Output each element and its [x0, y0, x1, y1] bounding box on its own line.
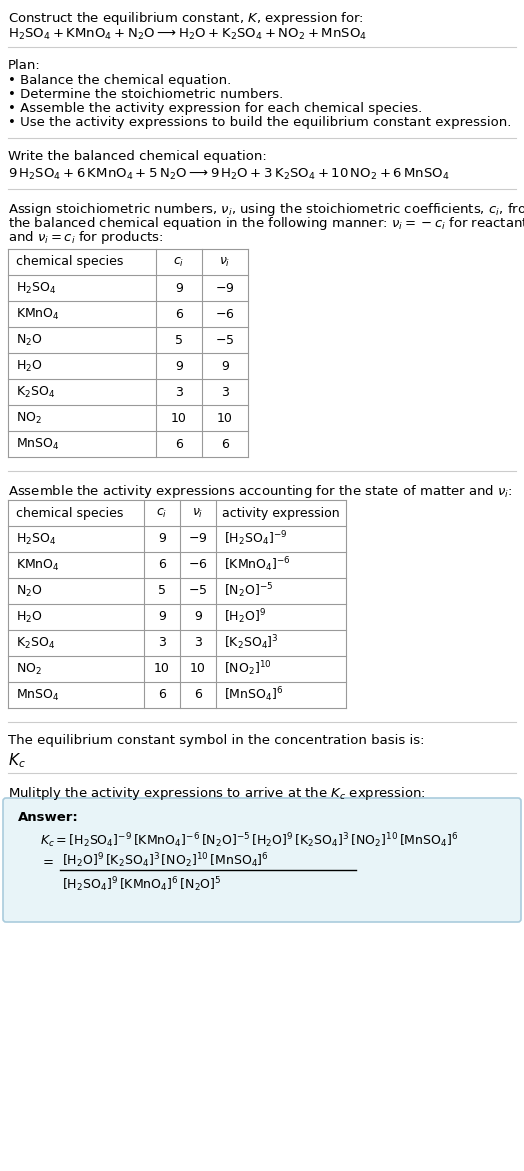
Text: $=$: $=$ — [40, 855, 54, 868]
Text: $\mathrm{NO_2}$: $\mathrm{NO_2}$ — [16, 662, 42, 677]
Text: $\mathrm{NO_2}$: $\mathrm{NO_2}$ — [16, 411, 42, 425]
Text: and $\nu_i = c_i$ for products:: and $\nu_i = c_i$ for products: — [8, 230, 163, 246]
Text: 9: 9 — [175, 281, 183, 294]
Text: $[\mathrm{MnSO_4}]^{6}$: $[\mathrm{MnSO_4}]^{6}$ — [224, 686, 283, 704]
Text: The equilibrium constant symbol in the concentration basis is:: The equilibrium constant symbol in the c… — [8, 734, 424, 747]
Text: $[\mathrm{NO_2}]^{10}$: $[\mathrm{NO_2}]^{10}$ — [224, 659, 271, 678]
Text: $-5$: $-5$ — [215, 334, 235, 347]
Text: $\mathrm{K_2SO_4}$: $\mathrm{K_2SO_4}$ — [16, 636, 55, 651]
Text: $[\mathrm{H_2SO_4}]^{-9}$: $[\mathrm{H_2SO_4}]^{-9}$ — [224, 529, 287, 548]
Text: the balanced chemical equation in the following manner: $\nu_i = -c_i$ for react: the balanced chemical equation in the fo… — [8, 215, 524, 232]
Text: 9: 9 — [194, 610, 202, 623]
Text: 9: 9 — [158, 610, 166, 623]
Text: Plan:: Plan: — [8, 59, 41, 71]
Text: 10: 10 — [171, 411, 187, 425]
FancyBboxPatch shape — [3, 797, 521, 922]
Text: Mulitply the activity expressions to arrive at the $K_c$ expression:: Mulitply the activity expressions to arr… — [8, 785, 426, 802]
Text: $\mathrm{MnSO_4}$: $\mathrm{MnSO_4}$ — [16, 437, 60, 452]
Text: $\mathrm{H_2O}$: $\mathrm{H_2O}$ — [16, 609, 42, 624]
Text: $-9$: $-9$ — [215, 281, 235, 294]
Text: chemical species: chemical species — [16, 507, 123, 520]
Text: $\mathrm{KMnO_4}$: $\mathrm{KMnO_4}$ — [16, 307, 60, 322]
Text: Construct the equilibrium constant, $K$, expression for:: Construct the equilibrium constant, $K$,… — [8, 11, 364, 27]
Text: $K_c = [\mathrm{H_2SO_4}]^{-9}\,[\mathrm{KMnO_4}]^{-6}\,[\mathrm{N_2O}]^{-5}\,[\: $K_c = [\mathrm{H_2SO_4}]^{-9}\,[\mathrm… — [40, 831, 459, 850]
Bar — [8, 249, 248, 457]
Text: $\mathrm{KMnO_4}$: $\mathrm{KMnO_4}$ — [16, 557, 60, 573]
Text: 10: 10 — [154, 663, 170, 676]
Text: $9\,\mathrm{H_2SO_4} + 6\,\mathrm{KMnO_4} + 5\,\mathrm{N_2O} \longrightarrow 9\,: $9\,\mathrm{H_2SO_4} + 6\,\mathrm{KMnO_4… — [8, 167, 450, 183]
Text: 6: 6 — [175, 438, 183, 451]
Text: 3: 3 — [194, 637, 202, 650]
Text: Assemble the activity expressions accounting for the state of matter and $\nu_i$: Assemble the activity expressions accoun… — [8, 482, 512, 500]
Text: Write the balanced chemical equation:: Write the balanced chemical equation: — [8, 150, 267, 163]
Text: 9: 9 — [158, 533, 166, 546]
Text: $-6$: $-6$ — [215, 308, 235, 321]
Text: 6: 6 — [158, 689, 166, 701]
Text: 3: 3 — [221, 385, 229, 398]
Text: $\mathrm{N_2O}$: $\mathrm{N_2O}$ — [16, 333, 42, 348]
Text: chemical species: chemical species — [16, 255, 123, 268]
Text: $\nu_i$: $\nu_i$ — [192, 506, 204, 520]
Text: $[\mathrm{K_2SO_4}]^{3}$: $[\mathrm{K_2SO_4}]^{3}$ — [224, 634, 279, 652]
Text: 9: 9 — [175, 359, 183, 372]
Text: 10: 10 — [217, 411, 233, 425]
Text: $[\mathrm{H_2SO_4}]^{9}\,[\mathrm{KMnO_4}]^{6}\,[\mathrm{N_2O}]^{5}$: $[\mathrm{H_2SO_4}]^{9}\,[\mathrm{KMnO_4… — [62, 875, 222, 893]
Text: • Use the activity expressions to build the equilibrium constant expression.: • Use the activity expressions to build … — [8, 116, 511, 129]
Text: $\mathrm{H_2SO_4}$: $\mathrm{H_2SO_4}$ — [16, 532, 56, 547]
Text: 3: 3 — [158, 637, 166, 650]
Text: $c_i$: $c_i$ — [156, 506, 168, 520]
Text: 9: 9 — [221, 359, 229, 372]
Text: 5: 5 — [175, 334, 183, 347]
Text: $[\mathrm{N_2O}]^{-5}$: $[\mathrm{N_2O}]^{-5}$ — [224, 582, 273, 601]
Text: 6: 6 — [221, 438, 229, 451]
Text: 6: 6 — [175, 308, 183, 321]
Text: $\mathrm{H_2SO_4}$: $\mathrm{H_2SO_4}$ — [16, 280, 56, 295]
Text: 10: 10 — [190, 663, 206, 676]
Text: $-9$: $-9$ — [188, 533, 208, 546]
Text: $\mathrm{H_2SO_4 + KMnO_4 + N_2O} \longrightarrow \mathrm{H_2O + K_2SO_4 + NO_2 : $\mathrm{H_2SO_4 + KMnO_4 + N_2O} \longr… — [8, 27, 367, 42]
Text: Assign stoichiometric numbers, $\nu_i$, using the stoichiometric coefficients, $: Assign stoichiometric numbers, $\nu_i$, … — [8, 201, 524, 218]
Text: 5: 5 — [158, 584, 166, 597]
Text: Answer:: Answer: — [18, 812, 79, 824]
Text: $\nu_i$: $\nu_i$ — [220, 255, 231, 268]
Text: • Balance the chemical equation.: • Balance the chemical equation. — [8, 74, 231, 87]
Text: $-6$: $-6$ — [188, 559, 208, 571]
Text: $\mathrm{H_2O}$: $\mathrm{H_2O}$ — [16, 358, 42, 374]
Text: $-5$: $-5$ — [188, 584, 208, 597]
Text: 6: 6 — [158, 559, 166, 571]
Bar — [8, 500, 346, 708]
Text: $K_c$: $K_c$ — [8, 751, 26, 769]
Text: $c_i$: $c_i$ — [173, 255, 184, 268]
Text: $[\mathrm{KMnO_4}]^{-6}$: $[\mathrm{KMnO_4}]^{-6}$ — [224, 556, 291, 574]
Text: 3: 3 — [175, 385, 183, 398]
Text: $[\mathrm{H_2O}]^{9}\,[\mathrm{K_2SO_4}]^{3}\,[\mathrm{NO_2}]^{10}\,[\mathrm{MnS: $[\mathrm{H_2O}]^{9}\,[\mathrm{K_2SO_4}]… — [62, 851, 269, 870]
Text: • Determine the stoichiometric numbers.: • Determine the stoichiometric numbers. — [8, 88, 283, 101]
Text: 6: 6 — [194, 689, 202, 701]
Text: $\mathrm{K_2SO_4}$: $\mathrm{K_2SO_4}$ — [16, 384, 55, 399]
Text: $\mathrm{MnSO_4}$: $\mathrm{MnSO_4}$ — [16, 687, 60, 703]
Text: $[\mathrm{H_2O}]^{9}$: $[\mathrm{H_2O}]^{9}$ — [224, 608, 266, 626]
Text: $\mathrm{N_2O}$: $\mathrm{N_2O}$ — [16, 583, 42, 598]
Text: activity expression: activity expression — [222, 507, 340, 520]
Text: • Assemble the activity expression for each chemical species.: • Assemble the activity expression for e… — [8, 102, 422, 115]
